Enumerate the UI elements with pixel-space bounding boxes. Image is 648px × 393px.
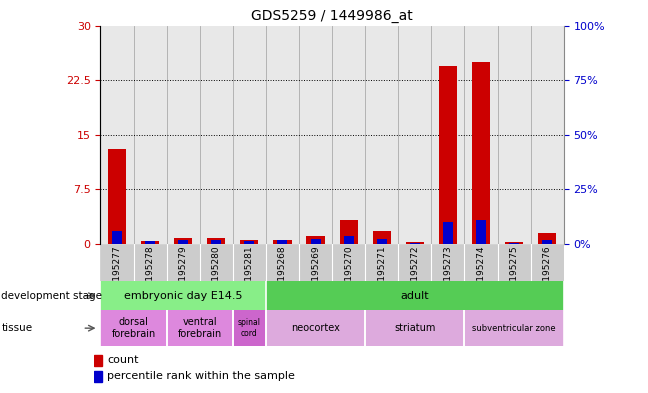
Bar bbox=[299, 26, 332, 244]
Text: GSM1195279: GSM1195279 bbox=[179, 246, 188, 306]
Bar bbox=[465, 26, 498, 244]
Bar bbox=[244, 241, 254, 244]
Bar bbox=[266, 281, 564, 310]
Bar bbox=[266, 310, 365, 346]
Bar bbox=[167, 310, 233, 346]
Bar bbox=[509, 242, 519, 244]
Bar bbox=[100, 310, 167, 346]
Text: ventral
forebrain: ventral forebrain bbox=[178, 318, 222, 339]
Bar bbox=[376, 239, 387, 244]
Bar bbox=[498, 26, 531, 244]
Text: neocortex: neocortex bbox=[291, 323, 340, 333]
Text: embryonic day E14.5: embryonic day E14.5 bbox=[124, 291, 242, 301]
Bar bbox=[100, 244, 133, 281]
Bar bbox=[399, 244, 432, 281]
Bar bbox=[340, 220, 358, 244]
Text: GSM1195278: GSM1195278 bbox=[146, 246, 155, 306]
Bar bbox=[100, 26, 133, 244]
Bar bbox=[273, 240, 292, 244]
Bar bbox=[211, 241, 221, 244]
Bar bbox=[542, 241, 552, 244]
Text: count: count bbox=[107, 355, 139, 365]
Text: GSM1195274: GSM1195274 bbox=[476, 246, 485, 306]
Bar bbox=[167, 244, 200, 281]
Bar bbox=[94, 355, 102, 365]
Text: GSM1195276: GSM1195276 bbox=[543, 246, 551, 306]
Text: adult: adult bbox=[400, 291, 429, 301]
Bar bbox=[277, 241, 288, 244]
Text: dorsal
forebrain: dorsal forebrain bbox=[111, 318, 156, 339]
Bar bbox=[207, 238, 226, 244]
Bar bbox=[112, 231, 122, 244]
Text: GSM1195268: GSM1195268 bbox=[278, 246, 287, 306]
Bar bbox=[141, 241, 159, 244]
Title: GDS5259 / 1449986_at: GDS5259 / 1449986_at bbox=[251, 9, 413, 23]
Bar bbox=[365, 244, 399, 281]
Bar bbox=[174, 238, 192, 244]
Text: GSM1195272: GSM1195272 bbox=[410, 246, 419, 306]
Text: spinal
cord: spinal cord bbox=[238, 318, 261, 338]
Bar bbox=[133, 26, 167, 244]
Bar bbox=[399, 26, 432, 244]
Bar bbox=[365, 26, 399, 244]
Bar bbox=[167, 26, 200, 244]
Text: GSM1195281: GSM1195281 bbox=[245, 246, 254, 306]
Text: GSM1195273: GSM1195273 bbox=[443, 246, 452, 306]
Bar bbox=[100, 281, 266, 310]
Bar bbox=[332, 244, 365, 281]
Bar bbox=[410, 242, 420, 244]
Bar bbox=[472, 62, 490, 244]
Text: GSM1195277: GSM1195277 bbox=[113, 246, 121, 306]
Bar bbox=[240, 240, 259, 244]
Bar bbox=[476, 220, 486, 244]
Bar bbox=[299, 244, 332, 281]
Bar bbox=[531, 26, 564, 244]
Text: GSM1195275: GSM1195275 bbox=[509, 246, 518, 306]
Bar bbox=[443, 222, 453, 244]
Bar bbox=[432, 26, 465, 244]
Bar bbox=[465, 244, 498, 281]
Text: subventricular zone: subventricular zone bbox=[472, 324, 556, 332]
Bar bbox=[233, 310, 266, 346]
Bar bbox=[373, 231, 391, 244]
Bar bbox=[365, 310, 465, 346]
Bar bbox=[178, 241, 188, 244]
Text: GSM1195269: GSM1195269 bbox=[311, 246, 320, 306]
Bar bbox=[266, 26, 299, 244]
Bar bbox=[233, 26, 266, 244]
Text: GSM1195280: GSM1195280 bbox=[212, 246, 221, 306]
Bar bbox=[145, 241, 155, 244]
Bar bbox=[108, 149, 126, 244]
Bar bbox=[531, 244, 564, 281]
Text: striatum: striatum bbox=[394, 323, 435, 333]
Bar bbox=[505, 242, 523, 244]
Bar bbox=[432, 244, 465, 281]
Bar bbox=[406, 242, 424, 244]
Bar bbox=[307, 236, 325, 244]
Text: development stage: development stage bbox=[1, 291, 102, 301]
Bar bbox=[465, 310, 564, 346]
Bar bbox=[538, 233, 557, 244]
Bar bbox=[498, 244, 531, 281]
Bar bbox=[266, 244, 299, 281]
Text: percentile rank within the sample: percentile rank within the sample bbox=[107, 371, 295, 381]
Text: GSM1195270: GSM1195270 bbox=[344, 246, 353, 306]
Bar bbox=[233, 244, 266, 281]
Bar bbox=[310, 239, 321, 244]
Bar bbox=[343, 236, 354, 244]
Bar bbox=[133, 244, 167, 281]
Text: tissue: tissue bbox=[1, 323, 32, 333]
Bar bbox=[439, 66, 457, 244]
Bar bbox=[332, 26, 365, 244]
Bar bbox=[200, 244, 233, 281]
Bar bbox=[94, 371, 102, 382]
Bar bbox=[200, 26, 233, 244]
Text: GSM1195271: GSM1195271 bbox=[377, 246, 386, 306]
